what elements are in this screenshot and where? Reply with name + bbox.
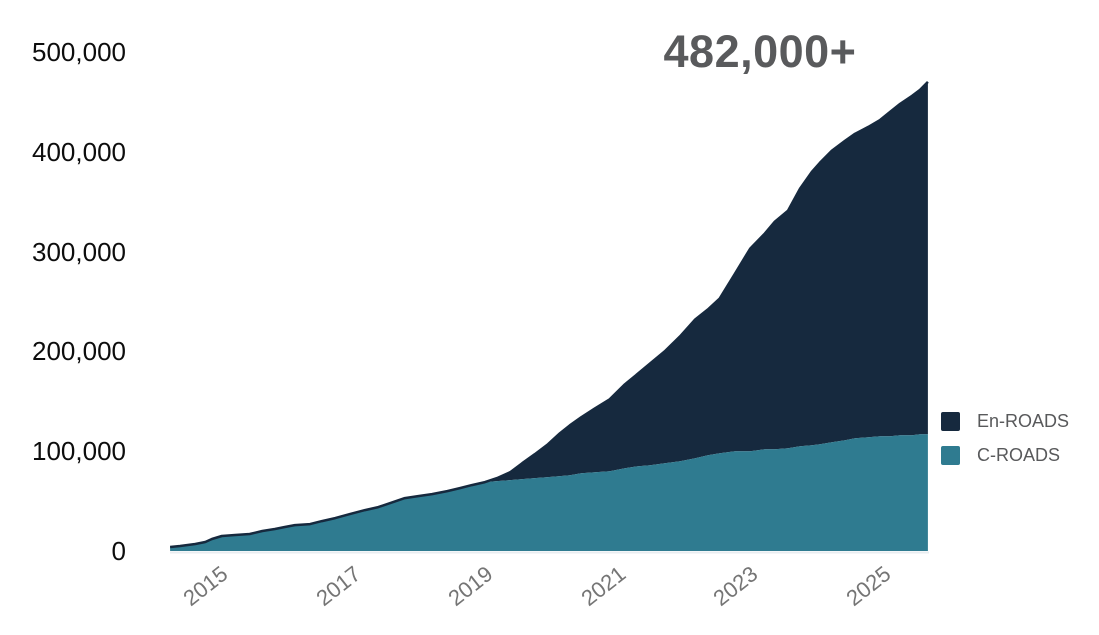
total-top-edge-line — [169, 81, 929, 549]
y-tick-label: 0 — [111, 536, 126, 566]
legend-swatch-icon — [941, 412, 960, 431]
y-tick-label: 300,000 — [32, 236, 126, 267]
y-tick-label: 200,000 — [32, 336, 126, 367]
en-roads-area — [170, 81, 928, 548]
legend-label: En-ROADS — [977, 411, 1070, 431]
legend-item: C-ROADS — [941, 445, 1069, 466]
y-tick-label: 500,000 — [32, 37, 126, 67]
y-tick-label: 400,000 — [32, 136, 126, 167]
legend: En-ROADS C-ROADS — [941, 411, 1069, 466]
legend-swatch-icon — [941, 446, 960, 465]
y-tick-label: 100,000 — [32, 436, 126, 467]
legend-item: En-ROADS — [941, 411, 1069, 432]
legend-label: C-ROADS — [977, 445, 1061, 465]
total-users-annotation: 482,000+ — [663, 26, 857, 77]
c-roads-area — [170, 434, 928, 551]
